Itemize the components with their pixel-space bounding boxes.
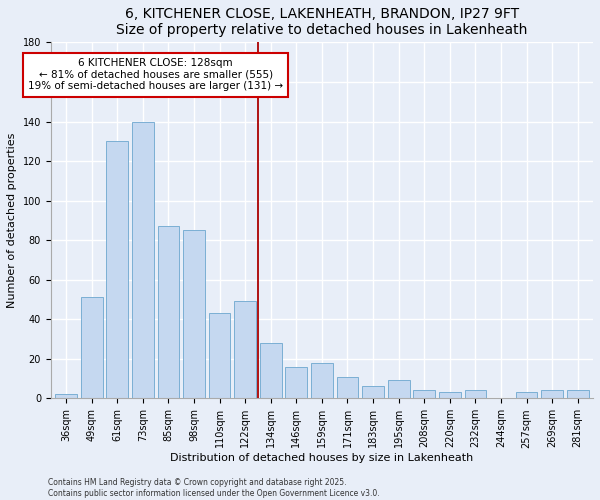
Y-axis label: Number of detached properties: Number of detached properties xyxy=(7,132,17,308)
Bar xyxy=(158,226,179,398)
Bar xyxy=(541,390,563,398)
Bar xyxy=(106,142,128,398)
Bar xyxy=(209,314,230,398)
Bar xyxy=(260,343,281,398)
Bar xyxy=(362,386,384,398)
Bar xyxy=(183,230,205,398)
Bar xyxy=(311,362,333,398)
Bar xyxy=(234,302,256,398)
Bar xyxy=(567,390,589,398)
Text: Contains HM Land Registry data © Crown copyright and database right 2025.
Contai: Contains HM Land Registry data © Crown c… xyxy=(48,478,380,498)
Bar xyxy=(464,390,486,398)
X-axis label: Distribution of detached houses by size in Lakenheath: Distribution of detached houses by size … xyxy=(170,453,473,463)
Bar xyxy=(388,380,410,398)
Bar xyxy=(55,394,77,398)
Bar xyxy=(515,392,538,398)
Title: 6, KITCHENER CLOSE, LAKENHEATH, BRANDON, IP27 9FT
Size of property relative to d: 6, KITCHENER CLOSE, LAKENHEATH, BRANDON,… xyxy=(116,7,527,37)
Bar xyxy=(286,366,307,398)
Bar xyxy=(413,390,435,398)
Bar xyxy=(81,298,103,398)
Bar xyxy=(439,392,461,398)
Bar xyxy=(337,376,358,398)
Bar xyxy=(132,122,154,398)
Text: 6 KITCHENER CLOSE: 128sqm
← 81% of detached houses are smaller (555)
19% of semi: 6 KITCHENER CLOSE: 128sqm ← 81% of detac… xyxy=(28,58,283,92)
